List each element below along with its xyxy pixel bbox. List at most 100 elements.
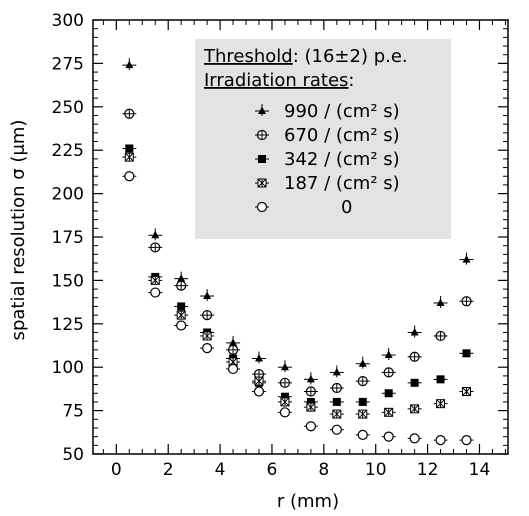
data-point bbox=[407, 378, 422, 387]
y-tick-label: 125 bbox=[52, 315, 84, 335]
data-point bbox=[381, 348, 396, 361]
series-1 bbox=[122, 108, 474, 397]
legend-entry-label: 990 / (cm² s) bbox=[284, 101, 400, 122]
data-point bbox=[174, 280, 189, 291]
data-point bbox=[200, 331, 215, 341]
legend-marker bbox=[255, 104, 269, 116]
legend-rates-colon: : bbox=[348, 70, 354, 91]
legend-entry-label: 342 / (cm² s) bbox=[284, 149, 400, 170]
data-point bbox=[303, 397, 318, 406]
data-point bbox=[226, 344, 241, 355]
data-point bbox=[433, 435, 448, 446]
data-point bbox=[355, 375, 370, 387]
y-axis-label: spatial resolution σ (μm) bbox=[8, 120, 29, 341]
data-point bbox=[200, 289, 215, 302]
data-point bbox=[381, 431, 396, 442]
data-point bbox=[433, 295, 448, 308]
data-point bbox=[122, 108, 137, 119]
legend-marker bbox=[255, 178, 269, 188]
x-axis-label: r (mm) bbox=[277, 491, 339, 512]
x-tick-label: 14 bbox=[469, 460, 491, 480]
legend-entry-label: 0 bbox=[341, 197, 352, 218]
y-tick-label: 250 bbox=[52, 98, 84, 118]
x-tick-label: 4 bbox=[215, 460, 226, 480]
data-point bbox=[329, 397, 344, 406]
data-point bbox=[303, 402, 318, 412]
data-point bbox=[148, 275, 163, 285]
data-point bbox=[407, 351, 422, 362]
y-tick-label: 275 bbox=[52, 54, 84, 74]
data-point bbox=[174, 310, 189, 320]
data-point bbox=[459, 252, 474, 265]
legend-entry-label: 670 / (cm² s) bbox=[284, 125, 400, 146]
data-point bbox=[200, 343, 215, 354]
data-point bbox=[355, 397, 370, 406]
legend-rates-label: Irradiation rates bbox=[204, 70, 348, 91]
data-point bbox=[122, 152, 137, 162]
legend-threshold-label: Threshold bbox=[203, 46, 293, 67]
y-tick-label: 50 bbox=[62, 445, 84, 465]
data-point bbox=[252, 351, 266, 364]
data-point bbox=[252, 376, 266, 386]
y-tick-label: 150 bbox=[52, 271, 84, 291]
data-point bbox=[303, 372, 318, 385]
data-point bbox=[407, 433, 422, 444]
data-point bbox=[277, 360, 292, 373]
data-point bbox=[459, 435, 474, 446]
legend-threshold-line: Threshold: (16±2) p.e. bbox=[203, 46, 408, 67]
data-point bbox=[148, 242, 163, 253]
legend-rates-line: Irradiation rates: bbox=[204, 70, 355, 91]
data-point bbox=[381, 367, 396, 378]
data-point bbox=[277, 377, 292, 388]
y-tick-label: 200 bbox=[52, 185, 84, 205]
data-point bbox=[226, 363, 241, 375]
data-point bbox=[433, 375, 448, 384]
data-point bbox=[329, 409, 344, 419]
data-point bbox=[355, 429, 370, 441]
y-tick-label: 75 bbox=[62, 402, 84, 422]
legend-marker bbox=[255, 129, 269, 141]
data-point bbox=[381, 407, 396, 417]
legend-marker bbox=[255, 201, 269, 213]
y-tick-label: 225 bbox=[52, 141, 84, 161]
data-point bbox=[148, 228, 163, 241]
data-point bbox=[329, 424, 344, 435]
data-point bbox=[407, 325, 422, 338]
data-point bbox=[433, 330, 448, 342]
data-point bbox=[329, 382, 344, 394]
series-3 bbox=[122, 152, 474, 419]
legend-marker bbox=[255, 155, 269, 163]
y-tick-label: 300 bbox=[52, 11, 84, 31]
y-tick-label: 100 bbox=[52, 358, 84, 378]
data-point bbox=[459, 387, 474, 397]
data-point bbox=[148, 287, 163, 298]
data-point bbox=[174, 302, 189, 311]
series-4 bbox=[122, 171, 474, 446]
data-point bbox=[407, 404, 422, 414]
y-tick-label: 175 bbox=[52, 228, 84, 248]
data-point bbox=[459, 296, 474, 307]
legend-threshold-value: : (16±2) p.e. bbox=[293, 46, 408, 67]
legend-entry-label: 187 / (cm² s) bbox=[284, 173, 400, 194]
x-tick-label: 2 bbox=[163, 460, 174, 480]
data-point bbox=[355, 409, 370, 419]
data-point bbox=[277, 407, 292, 418]
data-point bbox=[252, 386, 266, 397]
data-point bbox=[277, 392, 292, 401]
data-point bbox=[381, 389, 396, 398]
data-point bbox=[122, 144, 137, 153]
data-point bbox=[329, 365, 344, 378]
data-point bbox=[459, 349, 474, 358]
data-point bbox=[355, 356, 370, 369]
x-tick-label: 0 bbox=[111, 460, 122, 480]
x-tick-label: 8 bbox=[318, 460, 329, 480]
data-point bbox=[303, 386, 318, 397]
x-tick-label: 10 bbox=[365, 460, 387, 480]
series-0 bbox=[122, 58, 474, 385]
data-point bbox=[277, 397, 292, 407]
legend-box bbox=[195, 39, 451, 239]
data-point bbox=[122, 171, 137, 182]
data-point bbox=[433, 399, 448, 409]
x-tick-label: 6 bbox=[267, 460, 278, 480]
